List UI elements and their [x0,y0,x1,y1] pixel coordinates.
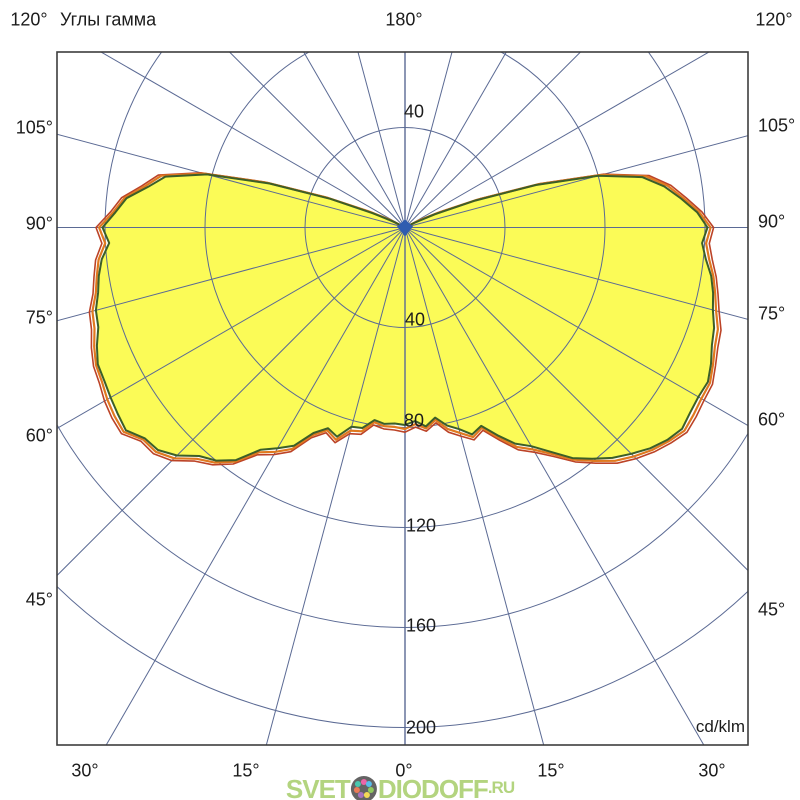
right-gamma-label: 60° [758,409,786,430]
unit-label: cd/klm [695,717,745,736]
right-gamma-label: 105° [758,115,796,136]
ring-value-label: 120 [405,515,437,536]
gamma-ray-line [100,52,406,228]
ring-value-label: 200 [405,717,437,738]
left-gamma-label: 105° [15,117,53,138]
ring-value-label: 80 [403,410,425,431]
watermark-logo-dot [367,787,374,794]
gamma-ray-line [404,135,748,228]
curve-outer-halo [88,172,722,466]
right-gamma-label: 45° [758,599,786,620]
bottom-c-plane-label: 15° [232,760,260,781]
gamma-ray-line [404,52,507,228]
curve-c0-180 [91,172,719,464]
intensity-ring [57,585,748,728]
gamma-ray-line [57,227,406,322]
intensity-ring [204,52,606,428]
watermark-text-tld: .RU [487,778,515,797]
watermark-logo-dot [353,787,360,794]
watermark-logo-dot [355,781,362,788]
gamma-ray-line [228,52,406,228]
bottom-c-plane-label: 30° [698,760,726,781]
gamma-ray-line [404,52,582,228]
ring-value-label: 40 [403,101,425,122]
top-right-angle-label: 120° [755,9,793,30]
watermark-logo-dot [357,791,364,798]
curve-c90-270 [94,173,716,462]
watermark-logo-dot [363,791,370,798]
bottom-c-plane-label: 0° [395,760,413,781]
diagram-title: Углы гамма [60,9,157,30]
watermark-logo-icon [350,775,377,800]
gamma-ray-line [404,52,453,228]
gamma-ray-line [404,227,748,427]
bottom-c-plane-label: 15° [537,760,565,781]
top-left-angle-label: 120° [10,9,48,30]
gamma-ray-line [357,52,406,228]
watermark-logo-dot [360,778,367,785]
ring-value-label: 160 [405,615,437,636]
watermark-logo-dot [366,781,373,788]
plot-frame [56,51,749,746]
left-gamma-label: 90° [25,213,53,234]
top-center-angle-label: 180° [385,9,423,30]
gamma-ray-line [303,52,406,228]
ring-value-label: 40 [404,309,426,330]
intensity-ring [304,127,506,328]
gamma-ray-line [404,52,710,228]
right-gamma-label: 90° [758,211,786,232]
left-gamma-label: 45° [25,589,53,610]
bottom-c-plane-label: 30° [71,760,99,781]
watermark-text-prefix: SVET [285,773,351,800]
left-gamma-label: 75° [25,307,53,328]
right-gamma-label: 75° [758,303,786,324]
intensity-ring [57,423,748,628]
gamma-ray-line [404,227,748,320]
watermark-text-middle: DIODOFF [377,773,489,800]
watermark: SVET DIODOFF .RU [285,773,515,800]
intensity-ring [104,52,706,528]
center-marker [397,219,413,237]
left-gamma-label: 60° [25,425,53,446]
gamma-ray-line [57,133,406,228]
